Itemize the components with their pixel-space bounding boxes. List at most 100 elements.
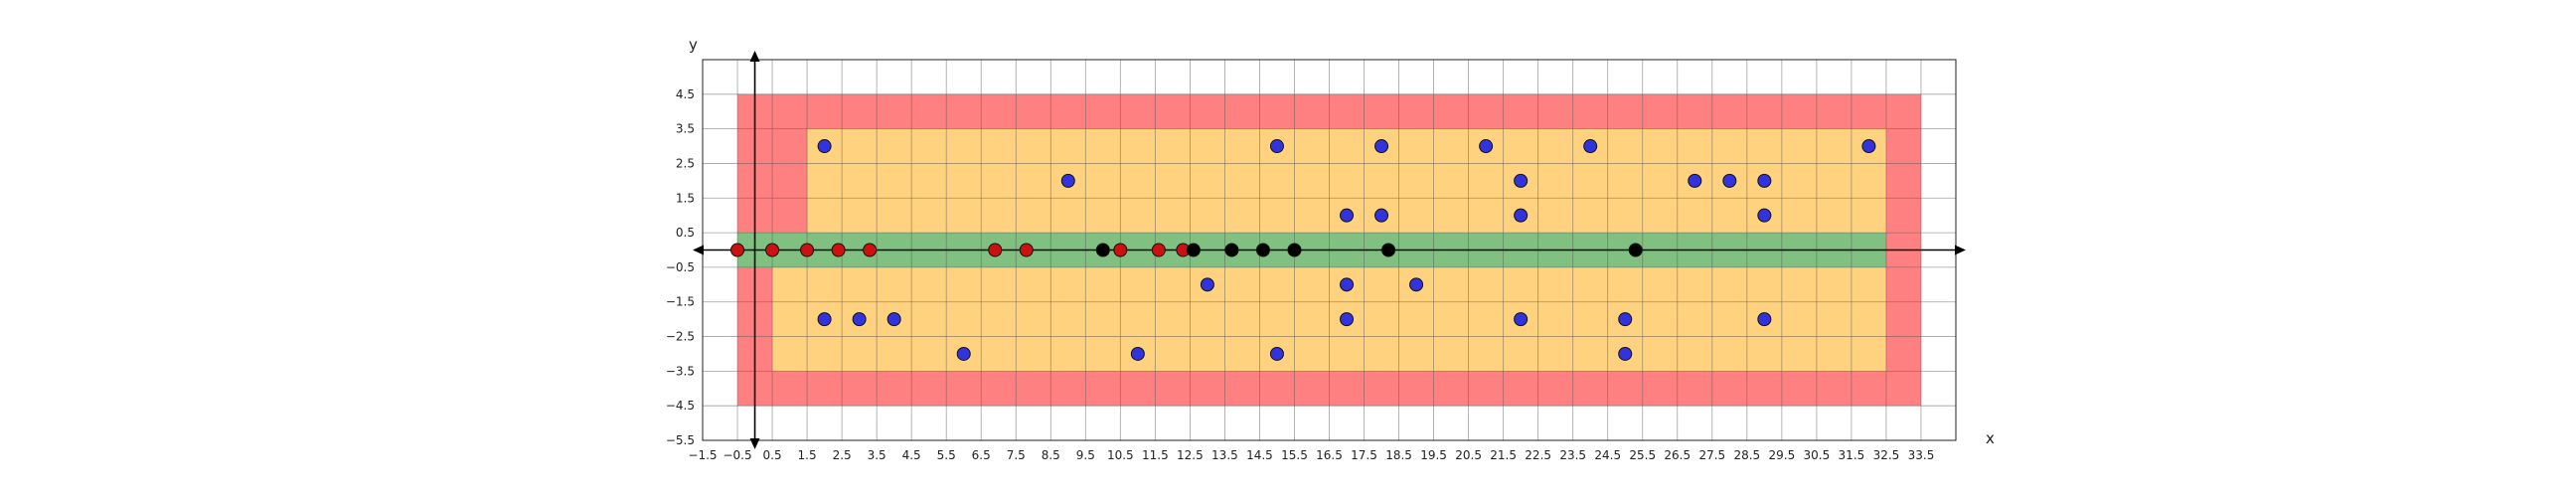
x-tick-label: 29.5 (1769, 448, 1796, 462)
data-point-0 (1374, 139, 1389, 154)
data-point-0 (1479, 139, 1494, 154)
y-tick-label: 2.5 (676, 156, 695, 170)
data-point-1 (765, 243, 780, 257)
data-point-2 (1287, 243, 1302, 257)
y-tick-label: 0.5 (676, 226, 695, 240)
data-point-0 (1340, 277, 1355, 292)
y-tick-label: −4.5 (666, 399, 695, 413)
data-point-0 (1269, 139, 1284, 154)
x-tick-label: −1.5 (688, 448, 717, 462)
x-tick-label: 6.5 (972, 448, 991, 462)
data-point-1 (1151, 243, 1166, 257)
data-point-0 (1340, 312, 1355, 327)
y-tick-label: −0.5 (666, 260, 695, 274)
data-point-0 (1583, 139, 1598, 154)
data-point-0 (1757, 173, 1772, 188)
y-tick-label: −3.5 (666, 364, 695, 378)
x-axis-arrow-right (1955, 245, 1966, 255)
data-point-0 (1514, 312, 1529, 327)
data-point-0 (817, 312, 832, 327)
y-axis-label: y (689, 36, 698, 54)
data-point-0 (1514, 173, 1529, 188)
data-point-0 (956, 346, 971, 361)
data-point-1 (730, 243, 745, 257)
y-axis-arrow-bottom (749, 438, 760, 449)
x-tick-label: 18.5 (1385, 448, 1412, 462)
y-tick-label: 3.5 (676, 122, 695, 136)
data-point-2 (1186, 243, 1201, 257)
y-tick-label: 1.5 (676, 191, 695, 205)
x-tick-label: 0.5 (763, 448, 782, 462)
data-point-0 (1409, 277, 1424, 292)
data-point-0 (1618, 346, 1633, 361)
x-axis-arrow-left (693, 245, 704, 255)
data-point-0 (1618, 312, 1633, 327)
x-tick-label: 19.5 (1420, 448, 1447, 462)
x-tick-label: 17.5 (1351, 448, 1377, 462)
data-point-0 (886, 312, 901, 327)
data-point-0 (1688, 173, 1702, 188)
data-point-0 (1374, 208, 1389, 223)
x-tick-label: 25.5 (1629, 448, 1656, 462)
data-point-2 (1095, 243, 1110, 257)
x-tick-label: 8.5 (1042, 448, 1060, 462)
x-tick-label: 12.5 (1177, 448, 1204, 462)
x-tick-label: 1.5 (798, 448, 817, 462)
x-tick-label: 20.5 (1455, 448, 1482, 462)
data-point-0 (1722, 173, 1737, 188)
data-point-2 (1628, 243, 1643, 257)
data-point-0 (1757, 312, 1772, 327)
data-point-2 (1381, 243, 1396, 257)
data-point-0 (852, 312, 867, 327)
x-tick-label: 28.5 (1733, 448, 1760, 462)
data-point-1 (1113, 243, 1128, 257)
x-tick-label: 26.5 (1664, 448, 1690, 462)
data-point-0 (817, 139, 832, 154)
x-tick-label: 30.5 (1804, 448, 1831, 462)
x-tick-label: 24.5 (1594, 448, 1621, 462)
x-tick-label: 9.5 (1076, 448, 1095, 462)
data-point-2 (1224, 243, 1239, 257)
y-tick-label: −1.5 (666, 295, 695, 309)
data-point-1 (988, 243, 1003, 257)
data-point-1 (831, 243, 846, 257)
y-tick-label: −2.5 (666, 330, 695, 344)
x-tick-label: 23.5 (1559, 448, 1586, 462)
data-point-0 (1861, 139, 1876, 154)
x-tick-label: 27.5 (1698, 448, 1725, 462)
axes-layer (693, 51, 1966, 449)
data-point-2 (1255, 243, 1270, 257)
x-tick-label: 14.5 (1246, 448, 1273, 462)
x-axis-label: x (1986, 429, 1995, 447)
x-tick-label: 10.5 (1107, 448, 1134, 462)
x-tick-label: 2.5 (833, 448, 852, 462)
x-tick-label: 4.5 (902, 448, 921, 462)
x-tick-label: 21.5 (1490, 448, 1517, 462)
x-tick-label: −0.5 (723, 448, 751, 462)
x-tick-labels: −1.5 −0.5 0.5 1.5 2.5 3.5 4.5 5.5 6.5 7.5 8.5 9.5 10… (688, 448, 1934, 462)
x-tick-label: 16.5 (1316, 448, 1343, 462)
x-tick-label: 31.5 (1839, 448, 1865, 462)
y-tick-label: −5.5 (666, 433, 695, 447)
x-tick-label: 11.5 (1142, 448, 1169, 462)
data-point-0 (1340, 208, 1355, 223)
x-tick-label: 13.5 (1211, 448, 1238, 462)
x-tick-label: 22.5 (1525, 448, 1551, 462)
data-point-0 (1060, 173, 1075, 188)
y-tick-label: 4.5 (676, 87, 695, 101)
data-point-0 (1514, 208, 1529, 223)
x-tick-label: 7.5 (1007, 448, 1026, 462)
x-tick-label: 33.5 (1908, 448, 1935, 462)
data-point-0 (1200, 277, 1214, 292)
x-tick-label: 3.5 (868, 448, 886, 462)
points-layer (730, 139, 1876, 361)
data-point-0 (1269, 346, 1284, 361)
data-point-0 (1757, 208, 1772, 223)
x-tick-label: 32.5 (1873, 448, 1900, 462)
x-tick-label: 15.5 (1281, 448, 1308, 462)
data-point-1 (863, 243, 878, 257)
data-point-1 (1019, 243, 1034, 257)
y-tick-labels: 4.5 3.5 2.5 1.5 0.5 −0.5 −1.5 −2.5 −3.5 −4.5 −5.5 (666, 87, 695, 447)
data-point-1 (800, 243, 815, 257)
